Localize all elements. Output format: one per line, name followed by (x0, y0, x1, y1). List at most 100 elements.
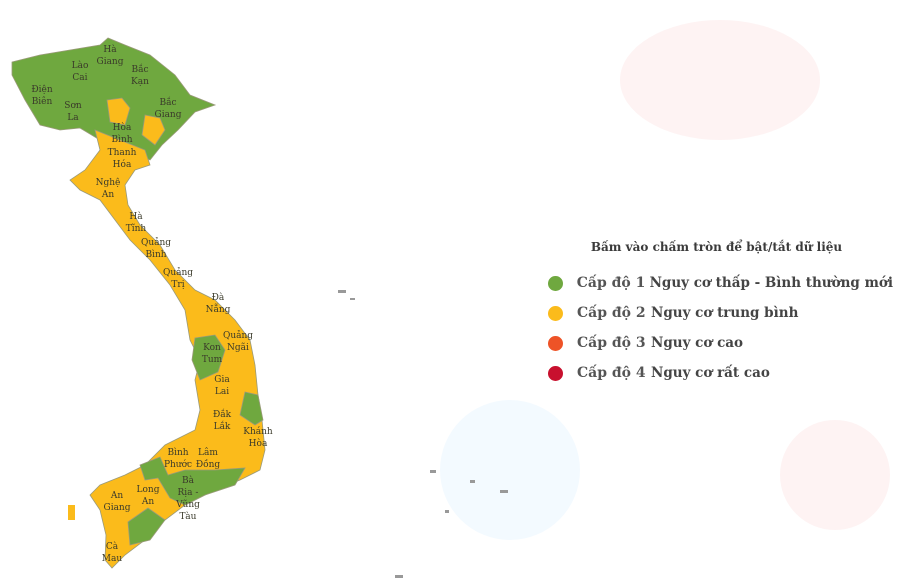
legend-item-level-3[interactable]: Cấp độ 3 Nguy cơ cao (548, 328, 893, 358)
province-label-line: Nghệ (96, 177, 121, 188)
legend-item-level-2[interactable]: Cấp độ 2 Nguy cơ trung bình (548, 298, 893, 328)
background-virus-decoration (620, 20, 820, 140)
province-label-long-an: Long An (137, 485, 160, 507)
province-label-bac-giang: Bắc Giang (155, 96, 182, 120)
region-southeast-level1[interactable] (139, 456, 246, 506)
province-label-line: Phước (164, 459, 192, 470)
province-label-line: Trị (171, 280, 184, 290)
province-label-line: Quảng (141, 237, 171, 248)
province-label-line: An (101, 190, 114, 200)
province-label-line: Điện (31, 84, 52, 95)
province-label-line: An (141, 497, 154, 507)
legend-description: Nguy cơ trung bình (651, 305, 799, 321)
province-label-ha-giang: Hà Giang (97, 44, 124, 67)
legend-title: Bấm vào chấm tròn để bật/tắt dữ liệu (590, 240, 843, 254)
province-label-line: La (67, 113, 79, 123)
region-hoa-binh-level2[interactable] (106, 97, 131, 126)
province-label-line: Tàu (180, 511, 197, 522)
province-label-binh-phuoc: Bình Phước (164, 447, 192, 470)
region-mekong-level1[interactable] (127, 507, 166, 546)
province-label-line: Kon (203, 343, 221, 353)
toggle-dot-icon[interactable] (548, 365, 563, 381)
legend-description: Nguy cơ cao (651, 335, 744, 351)
province-label-dak-lak: Đắk Lắk (213, 408, 232, 432)
province-label-line: An (110, 491, 123, 501)
region-red-delta-level2[interactable] (141, 114, 166, 146)
province-label-line: Hà (103, 44, 117, 55)
province-label-line: Bình (111, 134, 132, 145)
region-khanh-hoa-level1[interactable] (239, 391, 264, 426)
province-label-line: Khánh (243, 426, 273, 437)
province-label-da-nang: Đà Nẵng (206, 292, 231, 315)
region-kon-tum-level1[interactable] (191, 334, 226, 381)
province-label-line: Cà (106, 541, 119, 552)
legend: Bấm vào chấm tròn để bật/tắt dữ liệu Cấp… (548, 240, 893, 388)
province-label-nghe-an: Nghệ An (96, 177, 121, 200)
province-label-line: Vũng (175, 499, 200, 510)
legend-level: Cấp độ 4 (577, 365, 646, 381)
province-label-line: Giang (104, 503, 131, 513)
province-label-line: Lào (72, 60, 89, 71)
background-virus-decoration (440, 400, 580, 540)
province-label-line: Biên (32, 96, 53, 107)
province-label-kon-tum: Kon Tum (202, 343, 223, 365)
province-label-line: Bắc (159, 96, 176, 108)
province-label-an-giang: An Giang (104, 491, 131, 513)
province-label-line: Giang (155, 110, 182, 120)
province-label-line: Bình (167, 447, 188, 458)
province-label-line: Tĩnh (126, 224, 147, 234)
province-label-line: Sơn (64, 101, 82, 111)
province-label-line: Giang (97, 57, 124, 67)
legend-item-level-1[interactable]: Cấp độ 1 Nguy cơ thấp - Bình thường mới (548, 268, 893, 298)
province-label-bac-kan: Bắc Kạn (131, 63, 149, 87)
province-label-quang-tri: Quảng Trị (163, 267, 193, 290)
province-label-lam-dong: Lâm Đồng (196, 447, 221, 470)
province-label-quang-ngai: Quảng Ngãi (223, 330, 253, 353)
province-label-line: Hà (129, 211, 143, 222)
province-label-line: Nẵng (206, 303, 231, 315)
province-label-line: Hòa (113, 122, 132, 133)
background-virus-decoration (780, 420, 890, 530)
province-label-line: Đà (212, 292, 225, 303)
province-label-line: Thanh (108, 148, 137, 158)
province-label-line: Quảng (223, 330, 253, 341)
province-label-line: Quảng (163, 267, 193, 278)
province-label-line: Hóa (113, 159, 132, 170)
toggle-dot-icon[interactable] (548, 305, 563, 321)
legend-item-level-4[interactable]: Cấp độ 4 Nguy cơ rất cao (548, 358, 893, 388)
province-label-khanh-hoa: Khánh Hòa (243, 426, 273, 449)
province-label-gia-lai: Gia Lai (214, 375, 230, 397)
toggle-dot-icon[interactable] (548, 335, 563, 351)
province-label-quang-binh: Quảng Bình (141, 237, 171, 260)
province-label-line: Bắc (131, 63, 148, 75)
province-label-line: Gia (214, 375, 230, 385)
province-label-line: Kạn (131, 77, 149, 87)
vietnam-risk-map: Hà Giang Lào Cai Bắc Kạn Điện Biên Sơn La Bắc Giang… (11, 37, 508, 578)
toggle-dot-icon[interactable] (548, 275, 563, 291)
province-label-line: Lai (215, 387, 229, 397)
province-label-ha-tinh: Hà Tĩnh (126, 211, 147, 234)
province-label-line: Lâm (198, 447, 218, 458)
province-label-thanh-hoa: Thanh Hóa (108, 148, 137, 170)
province-label-lao-cai: Lào Cai (72, 60, 89, 83)
region-central-south-level2[interactable] (69, 129, 266, 569)
province-label-line: Lắk (214, 420, 231, 432)
province-label-line: Mau (102, 554, 123, 564)
province-label-line: Tum (202, 355, 223, 365)
legend-level: Cấp độ 2 (577, 305, 646, 321)
legend-level: Cấp độ 1 (576, 275, 646, 291)
province-label-line: Long (137, 485, 160, 495)
province-label-hoa-binh: Hòa Bình (111, 122, 132, 145)
province-label-ca-mau: Cà Mau (102, 541, 123, 564)
province-label-line: Cai (72, 73, 87, 83)
province-label-line: Bình (145, 249, 166, 260)
province-label-dien-bien: Điện Biên (31, 84, 52, 107)
province-label-line: Đồng (196, 459, 221, 470)
legend-description: Nguy cơ rất cao (651, 365, 770, 381)
province-label-line: Rịa - (178, 488, 199, 498)
legend-description: Nguy cơ thấp - Bình thường mới (649, 275, 893, 291)
province-label-line: Ngãi (227, 342, 249, 353)
islands (68, 290, 508, 578)
province-label-line: Đắk (213, 408, 232, 420)
province-label-line: Hòa (249, 438, 268, 449)
